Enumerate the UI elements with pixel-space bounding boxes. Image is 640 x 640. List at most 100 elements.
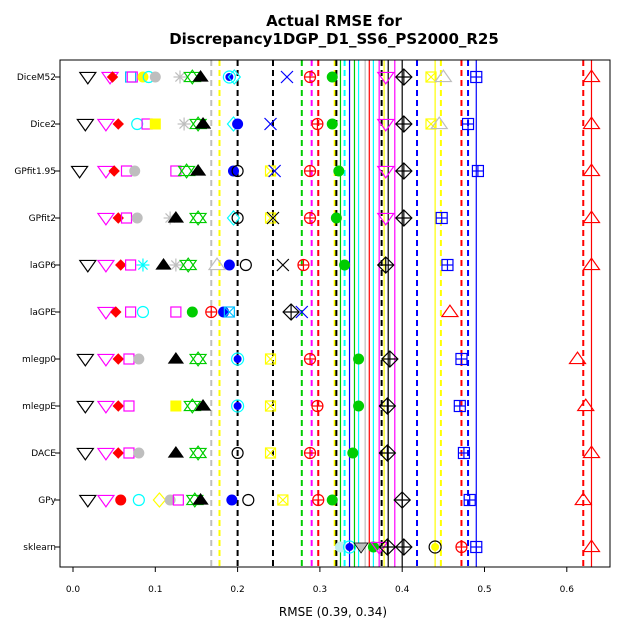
x-tick-label: 0.5	[477, 585, 491, 595]
marker-circle-plus	[311, 117, 324, 131]
marker-circle-fill	[232, 118, 244, 130]
marker-circle-dot	[428, 540, 442, 554]
marker-tri-down	[70, 165, 89, 179]
marker-circle-fill	[226, 494, 238, 506]
marker-square-plus	[463, 493, 476, 507]
marker-circle-fill	[326, 494, 338, 506]
marker-hexagram	[179, 257, 198, 273]
marker-circle	[231, 164, 244, 178]
marker-circle-fill	[223, 259, 235, 271]
marker-circle-fill	[149, 71, 161, 83]
marker-square-plus	[471, 164, 485, 178]
marker-cross	[268, 164, 282, 178]
marker-tri-fill	[189, 163, 207, 176]
marker-square-x	[264, 353, 277, 365]
marker-diamond-plus	[381, 350, 399, 368]
marker-circle	[132, 493, 145, 507]
y-tick-label: laGPE	[30, 308, 56, 318]
marker-square-x	[223, 306, 235, 318]
marker-circle-fill	[330, 212, 342, 224]
marker-cross	[276, 258, 290, 272]
marker-diamond-fill	[112, 118, 124, 130]
marker-circle-fill	[353, 353, 365, 365]
marker-circle-plus	[303, 70, 317, 84]
y-tick-label: mlegp0	[22, 355, 56, 365]
axes-layer: 0.0 0.1 0.2 0.3 0.4 0.5 0.6 DiceM52 Dice2 GPfit1.…	[14, 73, 574, 595]
marker-square-plus	[455, 352, 468, 366]
x-axis-label: RMSE (0.39, 0.34)	[279, 605, 387, 619]
marker-tri	[440, 304, 460, 318]
marker-square-plus	[435, 211, 448, 225]
marker-tri-fill	[167, 351, 185, 364]
marker-tri	[568, 351, 587, 365]
marker-diamond-plus	[378, 444, 397, 462]
marker-circle-fill	[347, 447, 359, 459]
marker-diamond-fill	[112, 400, 124, 412]
marker-tri	[582, 163, 601, 177]
marker-circle-fill	[129, 165, 141, 177]
marker-circle-plus	[303, 446, 317, 460]
marker-square-x	[277, 494, 289, 506]
marker-circle-dot	[231, 399, 245, 413]
marker-hexagram	[177, 163, 196, 179]
y-tick-label: GPfit1.95	[14, 167, 56, 177]
marker-diamond-plus	[394, 209, 413, 227]
marker-tri-down	[376, 71, 395, 85]
marker-square-plus	[470, 70, 483, 84]
marker-tri	[434, 69, 453, 83]
marker-diamond-plus	[282, 303, 300, 321]
marker-circle	[136, 305, 150, 319]
marker-tri-down	[96, 353, 116, 367]
marker-tri-down	[96, 447, 116, 461]
marker-hexagram	[183, 398, 202, 414]
marker-tri	[582, 116, 601, 130]
marker-tri-fill	[192, 69, 209, 82]
y-tick-label: DACE	[31, 449, 56, 459]
marker-tri-down	[78, 494, 97, 508]
marker-diamond-plus	[394, 115, 413, 133]
marker-diamond-plus	[394, 68, 413, 86]
x-tick-label: 0.1	[148, 585, 162, 595]
marker-circle	[242, 493, 255, 507]
marker-circle-fill	[333, 165, 345, 177]
marker-diamond-fill	[106, 71, 119, 83]
marker-circle	[231, 211, 244, 225]
marker-tri-down	[376, 165, 395, 179]
y-tick-label: DiceM52	[17, 73, 56, 83]
y-tick-label: GPy	[38, 496, 56, 506]
x-tick-label: 0.3	[313, 585, 327, 595]
marker-diamond-fill	[112, 353, 124, 365]
plot-frame	[59, 59, 611, 568]
marker-cross	[264, 117, 277, 131]
marker-diamond-fill	[112, 447, 124, 459]
marker-square	[170, 165, 182, 177]
marker-tri	[574, 492, 593, 506]
marker-tri	[582, 210, 601, 224]
marker-circle-plus	[205, 305, 218, 319]
marker-tri	[582, 69, 601, 83]
marker-tri-down	[78, 259, 97, 273]
marker-diamond	[152, 492, 167, 508]
marker-tri-down	[96, 118, 116, 132]
marker-diamond-plus	[376, 256, 395, 274]
marker-circle-dot	[231, 352, 245, 366]
marker-tri-fill	[167, 445, 185, 458]
marker-tri-down	[370, 541, 389, 555]
marker-circle-fill	[131, 212, 143, 224]
marker-circle	[131, 117, 144, 131]
marker-tri-fill	[155, 257, 172, 270]
marker-star	[177, 117, 191, 131]
x-tick-label: 0.2	[230, 585, 244, 595]
marker-circle-fill	[326, 118, 338, 130]
x-tick-label: 0.6	[560, 585, 575, 595]
marker-circle	[239, 258, 252, 272]
marker-square-x	[264, 400, 277, 412]
marker-tri-down	[76, 118, 95, 132]
marker-cross	[280, 70, 294, 84]
marker-square	[125, 259, 137, 271]
chart-subtitle: Discrepancy1DGP_D1_SS6_PS2000_R25	[169, 30, 499, 48]
marker-circle-fill	[326, 71, 338, 83]
marker-diamond-plus	[394, 538, 413, 556]
marker-circle-dot	[222, 70, 236, 84]
markers-layer	[70, 68, 601, 556]
